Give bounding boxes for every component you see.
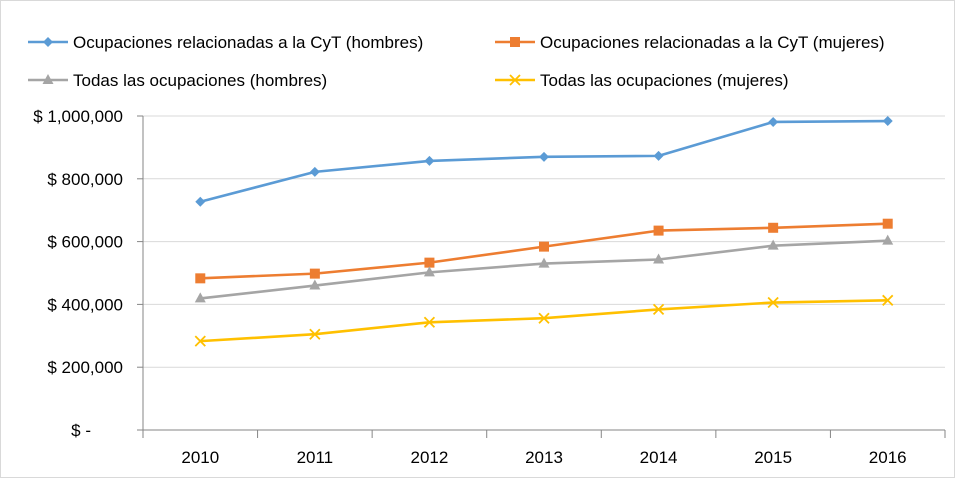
- data-point-triangle: [767, 239, 779, 250]
- data-point-triangle: [653, 253, 665, 264]
- data-point-x: [309, 328, 321, 340]
- data-point-diamond: [539, 151, 549, 162]
- data-point-x: [767, 296, 779, 309]
- x-tick-label: 2010: [181, 448, 219, 467]
- legend-item: Todas las ocupaciones (mujeres): [495, 71, 789, 90]
- y-tick-label: $ 800,000: [47, 170, 123, 189]
- y-tick-label: $ 200,000: [47, 358, 123, 377]
- legend-item: Todas las ocupaciones (hombres): [28, 71, 327, 90]
- data-point-triangle: [423, 266, 435, 277]
- legend-item: Ocupaciones relacionadas a la CyT (mujer…: [495, 33, 885, 52]
- data-point-x: [538, 312, 550, 324]
- series-3: [194, 294, 894, 347]
- data-point-diamond: [309, 166, 320, 177]
- legend-label: Todas las ocupaciones (hombres): [73, 71, 327, 90]
- data-point-x: [652, 303, 665, 316]
- data-point-square: [539, 241, 549, 252]
- data-point-diamond: [424, 155, 435, 166]
- legend-label: Ocupaciones relacionadas a la CyT (mujer…: [540, 33, 885, 52]
- legend-label: Todas las ocupaciones (mujeres): [540, 71, 789, 90]
- series-2: [194, 234, 894, 303]
- data-point-square: [195, 273, 206, 284]
- data-point-x: [194, 335, 206, 347]
- data-point-triangle: [194, 292, 206, 303]
- data-point-x: [882, 294, 894, 306]
- data-point-diamond: [768, 116, 779, 127]
- data-point-x: [509, 74, 521, 86]
- y-tick-label: $ 400,000: [47, 295, 123, 314]
- y-tick-label: $ -: [71, 421, 91, 440]
- data-point-square: [424, 257, 435, 268]
- x-tick-label: 2011: [297, 448, 334, 467]
- data-point-square: [510, 37, 520, 47]
- data-point-triangle: [538, 257, 550, 268]
- x-tick-label: 2016: [869, 448, 907, 467]
- legend-label: Ocupaciones relacionadas a la CyT (hombr…: [73, 33, 423, 52]
- data-point-diamond: [195, 196, 206, 207]
- y-tick-label: $ 1,000,000: [33, 107, 123, 126]
- data-point-square: [653, 225, 664, 236]
- data-point-diamond: [882, 116, 893, 127]
- series-1: [195, 218, 893, 284]
- x-tick-label: 2013: [525, 448, 563, 467]
- data-point-x: [423, 316, 436, 328]
- x-tick-label: 2014: [640, 448, 678, 467]
- data-point-square: [309, 268, 320, 279]
- x-tick-label: 2015: [754, 448, 792, 467]
- legend-item: Ocupaciones relacionadas a la CyT (hombr…: [28, 33, 423, 52]
- x-tick-label: 2012: [411, 448, 449, 467]
- data-point-triangle: [42, 74, 54, 84]
- data-point-triangle: [309, 279, 321, 290]
- data-point-diamond: [653, 150, 664, 161]
- data-point-diamond: [43, 37, 53, 47]
- data-point-triangle: [882, 234, 894, 245]
- y-tick-label: $ 600,000: [47, 233, 123, 252]
- data-point-square: [882, 218, 893, 229]
- series-0: [195, 116, 893, 207]
- data-point-square: [768, 222, 779, 233]
